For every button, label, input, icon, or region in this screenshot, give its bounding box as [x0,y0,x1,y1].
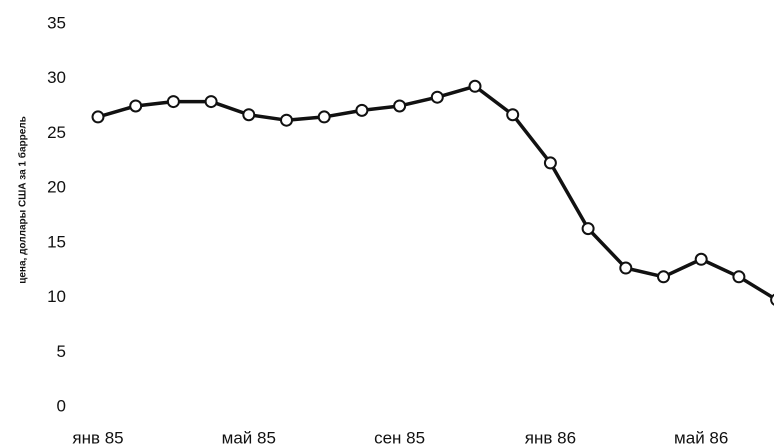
data-point [657,270,670,284]
data-point [694,252,708,266]
y-tick-label: 35 [47,13,66,32]
y-axis-label: цена, доллары США за 1 баррель [17,116,29,284]
x-tick-label: май 86 [674,429,728,447]
data-point [468,79,482,93]
y-tick-label: 15 [47,232,66,251]
x-axis-ticks: янв 85 май 85 сен 85 янв 86 май 86 [72,429,728,447]
data-point [91,110,105,124]
y-tick-label: 25 [47,123,66,142]
x-tick-label: май 85 [222,429,276,447]
data-point [355,103,369,117]
x-tick-label: сен 85 [374,429,425,447]
data-point [166,95,180,109]
data-point [770,293,774,306]
y-tick-label: 30 [47,68,66,87]
series-line [96,84,774,301]
data-point [619,261,633,275]
data-point [242,108,256,122]
y-axis-title: цена, доллары США за 1 баррель [17,116,29,284]
y-axis-ticks: 0 5 10 15 20 25 30 35 [47,13,66,415]
data-point [393,99,407,113]
y-tick-label: 5 [57,342,66,361]
y-tick-label: 10 [47,287,66,306]
data-point [129,99,143,113]
plot-area [91,79,774,306]
data-point [506,108,520,122]
data-point [204,95,218,109]
data-point [732,270,746,284]
data-point [581,222,595,236]
data-point [317,110,331,124]
data-point [430,90,444,104]
y-tick-label: 20 [47,178,66,197]
data-point [543,156,557,170]
y-tick-label: 0 [57,397,66,416]
x-tick-label: янв 85 [72,429,123,447]
data-point [280,113,293,127]
x-tick-label: янв 86 [525,429,576,447]
